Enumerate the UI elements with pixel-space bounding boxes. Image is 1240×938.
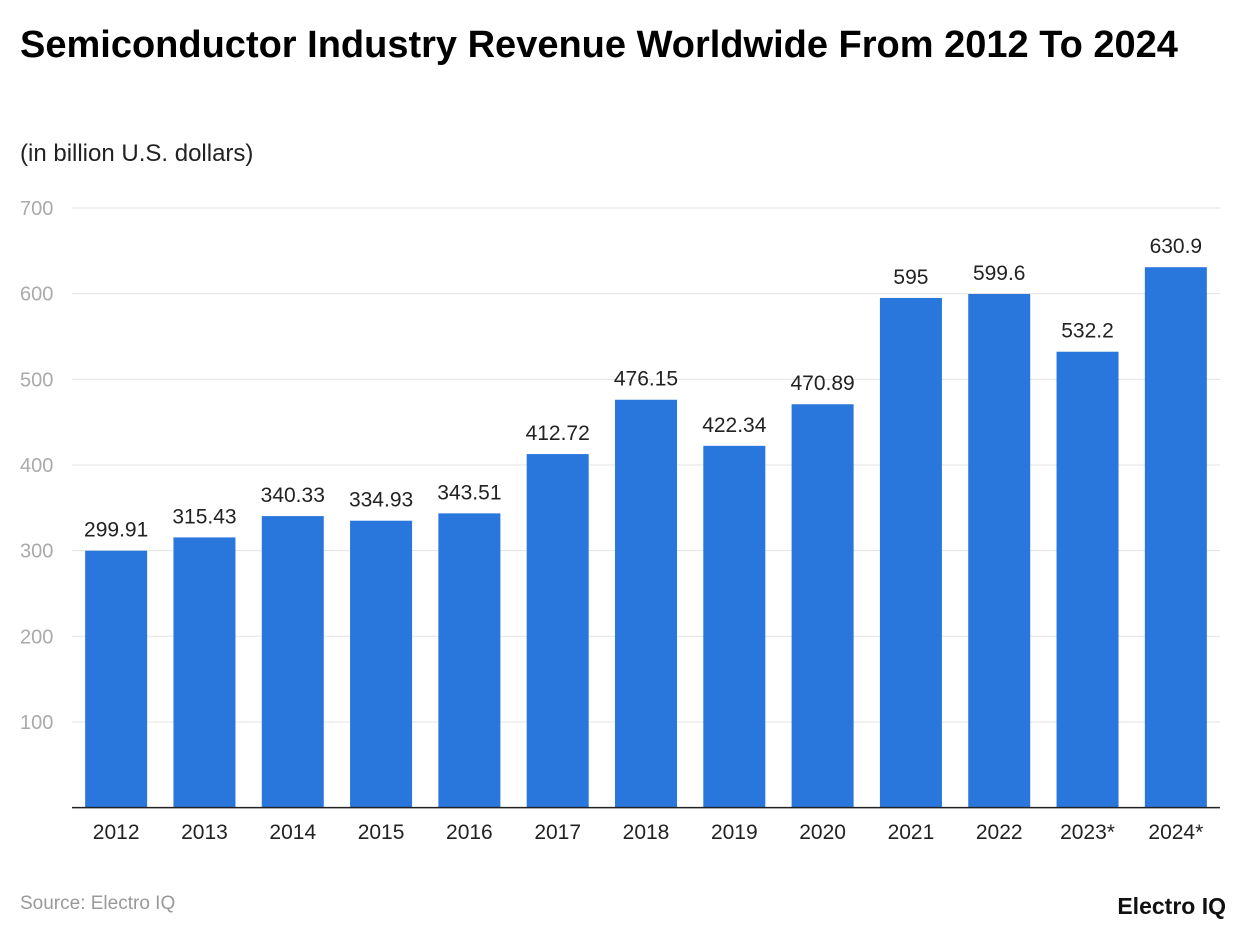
bar: [791, 404, 854, 808]
x-tick-label: 2012: [93, 821, 140, 844]
bar: [1144, 267, 1207, 808]
bar: [1056, 351, 1119, 808]
x-tick-label: 2014: [269, 821, 316, 844]
data-label: 595: [893, 266, 928, 289]
bar: [350, 520, 413, 808]
data-label: 412.72: [526, 422, 590, 445]
x-tick-label: 2022: [976, 821, 1023, 844]
x-tick-label: 2023*: [1060, 821, 1115, 844]
y-tick-label: 600: [20, 284, 53, 306]
y-tick-label: 500: [20, 369, 53, 391]
data-label: 340.33: [261, 484, 325, 507]
data-label: 532.2: [1061, 320, 1114, 343]
chart-subtitle: (in billion U.S. dollars): [20, 140, 254, 167]
x-tick-label: 2024*: [1148, 821, 1203, 844]
y-tick-label: 200: [20, 626, 53, 648]
x-tick-label: 2015: [358, 821, 405, 844]
bar: [173, 537, 236, 808]
x-tick-label: 2021: [888, 821, 935, 844]
chart-title: Semiconductor Industry Revenue Worldwide…: [20, 24, 1178, 66]
y-tick-label: 100: [20, 712, 53, 734]
bar: [879, 297, 942, 808]
bar: [261, 516, 324, 808]
x-tick-label: 2019: [711, 821, 758, 844]
bar: [703, 445, 766, 808]
data-label: 315.43: [172, 505, 236, 528]
y-tick-label: 300: [20, 541, 53, 563]
source-note: Source: Electro IQ: [20, 893, 176, 914]
data-label: 299.91: [84, 519, 148, 542]
data-label: 470.89: [790, 372, 854, 395]
data-label: 630.9: [1150, 235, 1203, 258]
data-label: 422.34: [702, 414, 767, 437]
x-tick-label: 2017: [534, 821, 581, 844]
y-tick-label: 700: [20, 198, 53, 220]
brand-logo: Electro IQ: [1117, 893, 1226, 919]
bar: [526, 454, 589, 808]
data-label: 343.51: [437, 481, 501, 504]
bar: [85, 550, 148, 808]
x-tick-label: 2018: [623, 821, 670, 844]
bar: [438, 513, 501, 808]
x-tick-label: 2016: [446, 821, 493, 844]
bar: [968, 293, 1031, 808]
data-label: 476.15: [614, 368, 678, 391]
y-tick-label: 400: [20, 455, 53, 477]
data-label: 599.6: [973, 262, 1026, 285]
data-label: 334.93: [349, 489, 413, 512]
x-tick-label: 2020: [799, 821, 846, 844]
bar: [615, 399, 677, 808]
x-tick-label: 2013: [181, 821, 228, 844]
